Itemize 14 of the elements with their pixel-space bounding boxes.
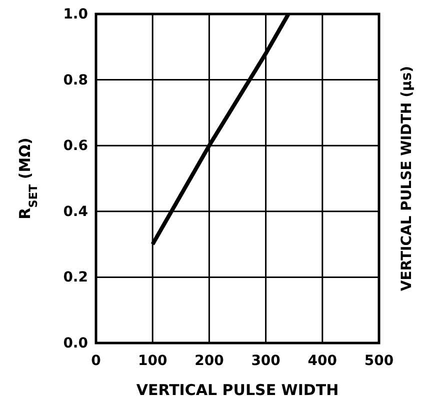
x-axis-title: VERTICAL PULSE WIDTH — [136, 381, 339, 399]
y-tick-label: 0.8 — [63, 72, 88, 88]
x-tick-label: 100 — [138, 352, 168, 369]
x-tick-label: 200 — [194, 352, 224, 369]
x-tick-label: 500 — [364, 352, 394, 369]
x-tick-label: 300 — [251, 352, 281, 369]
y-tick-label: 0.2 — [63, 270, 88, 286]
y-tick-label: 0.4 — [63, 204, 88, 220]
y-tick-label: 1.0 — [63, 6, 88, 22]
y-tick-label: 0.0 — [63, 335, 88, 352]
x-tick-label: 0 — [91, 352, 102, 369]
text: VERTICAL PULSE WIDTH (µs) — [399, 66, 415, 292]
y-tick-label: 0.6 — [63, 138, 88, 154]
x-tick-label: 400 — [308, 352, 338, 369]
